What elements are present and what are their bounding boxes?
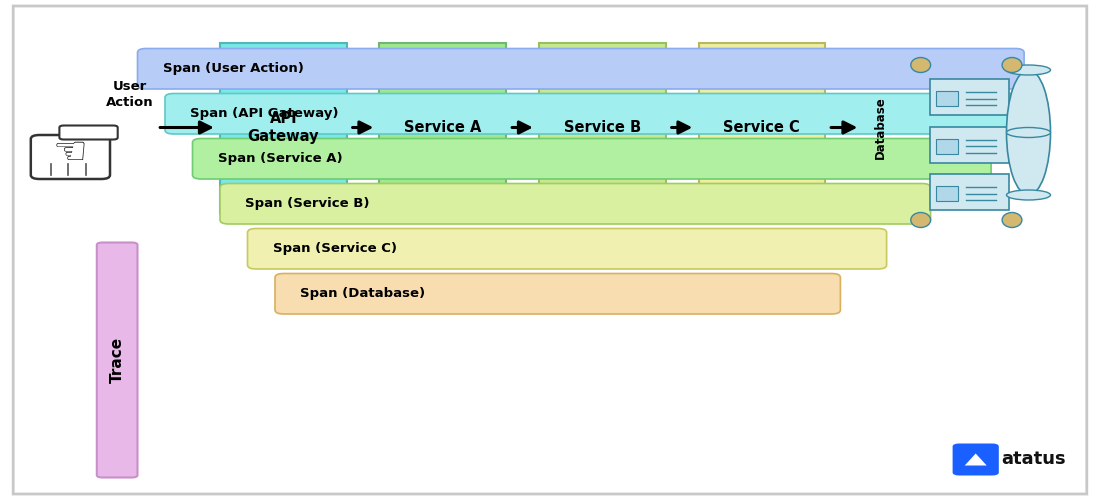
Text: Service B: Service B [563, 120, 641, 135]
FancyBboxPatch shape [248, 228, 887, 269]
FancyBboxPatch shape [31, 135, 110, 179]
FancyBboxPatch shape [97, 242, 138, 478]
Text: API
Gateway: API Gateway [248, 112, 319, 144]
Text: Span (User Action): Span (User Action) [163, 62, 304, 76]
Ellipse shape [911, 58, 931, 72]
FancyBboxPatch shape [953, 444, 999, 476]
FancyBboxPatch shape [539, 42, 666, 212]
Ellipse shape [1006, 65, 1050, 75]
FancyBboxPatch shape [936, 138, 958, 154]
FancyBboxPatch shape [930, 174, 1009, 210]
Text: Trace: Trace [110, 337, 124, 383]
FancyBboxPatch shape [930, 126, 1009, 162]
Ellipse shape [911, 212, 931, 228]
Ellipse shape [1002, 58, 1022, 72]
Ellipse shape [1006, 128, 1050, 138]
Text: User
Action: User Action [106, 80, 154, 110]
Text: Service A: Service A [404, 120, 482, 135]
Text: ☜: ☜ [53, 134, 88, 172]
FancyBboxPatch shape [379, 42, 506, 212]
FancyBboxPatch shape [930, 79, 1009, 115]
Ellipse shape [1002, 212, 1022, 228]
Text: Span (Service B): Span (Service B) [245, 197, 370, 210]
Text: Database: Database [873, 96, 887, 159]
FancyBboxPatch shape [936, 186, 958, 201]
Text: atatus: atatus [1001, 450, 1066, 468]
FancyBboxPatch shape [165, 94, 1024, 134]
FancyBboxPatch shape [192, 138, 991, 179]
Text: Span (Database): Span (Database) [300, 287, 426, 300]
FancyBboxPatch shape [220, 42, 346, 212]
Polygon shape [965, 454, 987, 466]
FancyBboxPatch shape [698, 42, 825, 212]
FancyBboxPatch shape [936, 91, 958, 106]
Ellipse shape [1006, 70, 1050, 195]
Text: Span (Service A): Span (Service A) [218, 152, 342, 165]
FancyBboxPatch shape [275, 274, 840, 314]
Ellipse shape [1006, 190, 1050, 200]
FancyBboxPatch shape [138, 48, 1024, 89]
Text: Span (Service C): Span (Service C) [273, 242, 397, 256]
Text: Service C: Service C [724, 120, 800, 135]
Text: Span (API Gateway): Span (API Gateway) [190, 108, 339, 120]
FancyBboxPatch shape [59, 126, 118, 140]
FancyBboxPatch shape [220, 184, 931, 224]
